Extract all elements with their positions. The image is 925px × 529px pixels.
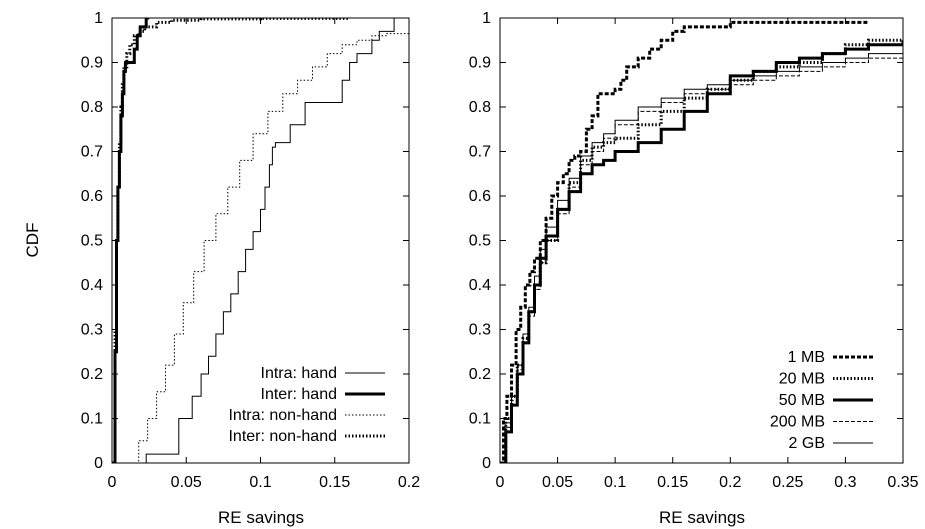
left-y-tick-label: 0 bbox=[94, 455, 103, 472]
right-series-200-mb bbox=[500, 53, 903, 463]
left-y-tick-label: 0.4 bbox=[81, 277, 103, 294]
left-x-tick-label: 0.05 bbox=[171, 474, 202, 491]
right-y-tick-label: 0.2 bbox=[469, 366, 491, 383]
right-legend-label: 1 MB bbox=[788, 349, 825, 366]
left-y-tick-label: 0.3 bbox=[81, 322, 103, 339]
left-x-tick-label: 0.2 bbox=[398, 474, 420, 491]
right-y-tick-label: 0.1 bbox=[469, 411, 491, 428]
right-plot-frame bbox=[499, 17, 904, 464]
left-series-intra-hand bbox=[145, 18, 395, 463]
left-y-tick-label: 1 bbox=[94, 10, 103, 27]
left-y-tick-label: 0.1 bbox=[81, 411, 103, 428]
left-x-axis-label: RE savings bbox=[218, 508, 304, 527]
right-legend-label: 50 MB bbox=[779, 392, 825, 409]
right-y-tick-label: 0.6 bbox=[469, 188, 491, 205]
right-y-tick-label: 0.9 bbox=[469, 55, 491, 72]
right-y-tick-label: 0.8 bbox=[469, 99, 491, 116]
right-y-tick-label: 1 bbox=[482, 10, 491, 27]
right-x-tick-label: 0.35 bbox=[887, 474, 918, 491]
left-legend-label: Inter: hand bbox=[261, 386, 338, 403]
right-series-2-gb bbox=[500, 49, 903, 463]
left-x-tick-label: 0 bbox=[108, 474, 117, 491]
left-y-tick-label: 0.9 bbox=[81, 55, 103, 72]
left-series-intra-non-hand bbox=[129, 29, 409, 463]
right-series-1-mb bbox=[500, 20, 869, 463]
right-x-tick-label: 0.15 bbox=[657, 474, 688, 491]
right-x-tick-label: 0 bbox=[496, 474, 505, 491]
left-y-tick-label: 0.6 bbox=[81, 188, 103, 205]
right-y-tick-label: 0 bbox=[482, 455, 491, 472]
left-cdf-panel: CDF RE savings 0 0.1 0.2 0.3 0.4 0.5 0.6 0.7 0.8… bbox=[23, 10, 420, 527]
left-y-tick-label: 0.2 bbox=[81, 366, 103, 383]
right-x-tick-label: 0.1 bbox=[604, 474, 626, 491]
left-y-axis-label: CDF bbox=[23, 223, 42, 258]
left-y-tick-label: 0.8 bbox=[81, 99, 103, 116]
left-y-tick-label: 0.5 bbox=[81, 233, 103, 250]
right-y-tick-label: 0.3 bbox=[469, 322, 491, 339]
right-legend-label: 200 MB bbox=[770, 414, 825, 431]
right-legend-label: 2 GB bbox=[789, 435, 825, 452]
right-legend-label: 20 MB bbox=[779, 371, 825, 388]
right-series-20-mb bbox=[500, 38, 903, 463]
right-x-tick-label: 0.25 bbox=[772, 474, 803, 491]
left-legend-label: Intra: hand bbox=[261, 365, 338, 382]
right-x-tick-label: 0.05 bbox=[542, 474, 573, 491]
right-cdf-panel: RE savings 0 0.1 0.2 0.3 0.4 0.5 0.6 0.7 0.8 0.9 1… bbox=[469, 10, 919, 527]
right-x-tick-label: 0.3 bbox=[834, 474, 856, 491]
left-y-tick-label: 0.7 bbox=[81, 144, 103, 161]
left-x-tick-label: 0.1 bbox=[249, 474, 271, 491]
left-legend-label: Intra: non-hand bbox=[228, 407, 337, 424]
right-y-tick-label: 0.4 bbox=[469, 277, 491, 294]
right-y-tick-label: 0.5 bbox=[469, 233, 491, 250]
left-series-inter-non-hand bbox=[112, 18, 352, 463]
right-y-tick-label: 0.7 bbox=[469, 144, 491, 161]
right-x-tick-label: 0.2 bbox=[719, 474, 741, 491]
left-x-tick-label: 0.15 bbox=[319, 474, 350, 491]
right-x-axis-label: RE savings bbox=[659, 508, 745, 527]
left-legend-label: Inter: non-hand bbox=[228, 428, 337, 445]
